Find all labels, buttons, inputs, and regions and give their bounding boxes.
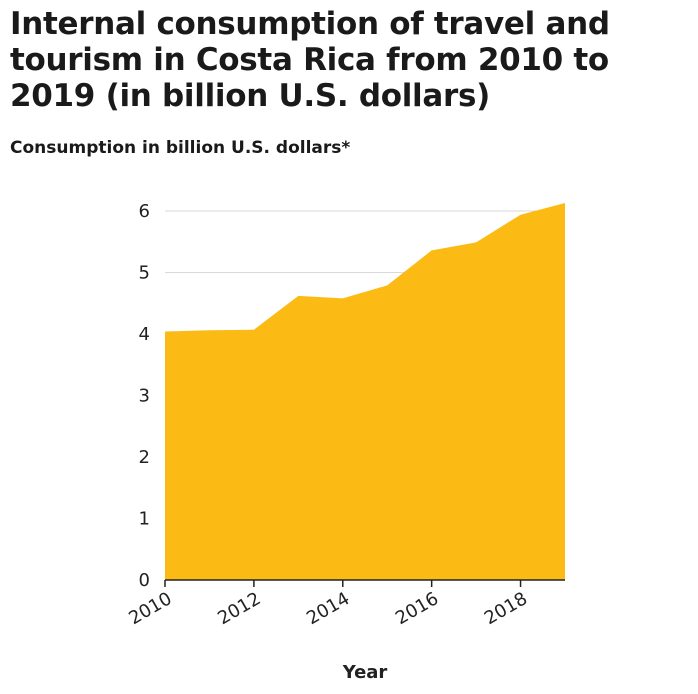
y-tick-label: 0 — [139, 570, 150, 591]
y-tick-label: 6 — [139, 201, 150, 222]
y-tick-label: 5 — [139, 263, 150, 284]
y-axis-title: Consumption in billion U.S. dollars* — [10, 138, 351, 158]
x-axis: 2010 2012 2014 2016 2018 — [125, 579, 565, 629]
y-tick-label: 4 — [139, 324, 150, 345]
x-tick-label: 2018 — [481, 588, 531, 629]
y-axis-ticks: 0 1 2 3 4 5 6 — [139, 201, 150, 591]
x-tick-label: 2016 — [392, 588, 442, 629]
x-tick-label: 2012 — [214, 588, 264, 629]
x-tick-label: 2010 — [125, 588, 175, 629]
chart-title: Internal consumption of travel and touri… — [10, 6, 610, 114]
y-tick-label: 1 — [139, 509, 150, 530]
x-axis-title: Year — [342, 662, 388, 683]
x-tick-label: 2014 — [303, 588, 353, 629]
y-tick-label: 3 — [139, 386, 150, 407]
area-series — [165, 203, 565, 580]
y-tick-label: 2 — [139, 447, 150, 468]
